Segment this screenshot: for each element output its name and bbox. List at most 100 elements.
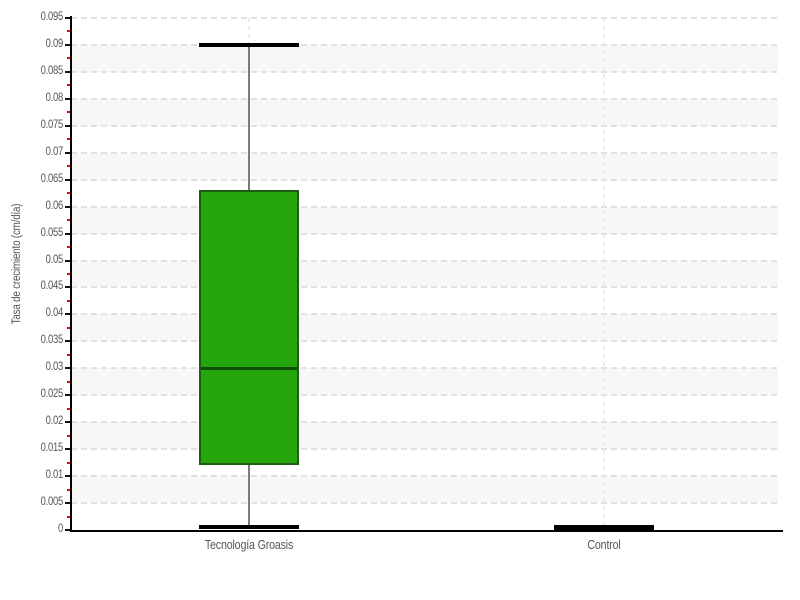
y-axis-tick-label: 0.035: [40, 334, 64, 347]
plot-band: [71, 98, 778, 126]
y-axis-tick-label: 0.07: [45, 145, 64, 158]
y-axis-major-tick: [65, 205, 70, 208]
y-axis-minor-tick: [67, 30, 70, 33]
y-axis-major-tick: [65, 124, 70, 127]
y-axis-major-tick: [65, 151, 70, 154]
y-axis-major-tick: [65, 421, 70, 424]
y-axis-tick-label: 0.05: [45, 253, 64, 266]
y-axis-tick-label: 0.085: [40, 64, 64, 77]
y-axis-major-tick: [65, 259, 70, 262]
y-axis-tick-label: 0.09: [45, 37, 64, 50]
gridline-horizontal: [71, 124, 778, 127]
whisker-cap-min: [554, 528, 655, 532]
box-iqr: [198, 190, 299, 466]
y-axis-minor-tick: [67, 84, 70, 87]
y-axis-tick-label: 0.06: [45, 199, 64, 212]
gridline-horizontal: [71, 340, 778, 343]
gridline-horizontal: [71, 43, 778, 46]
gridline-horizontal: [71, 421, 778, 424]
y-axis-tick-label: 0.015: [40, 442, 64, 455]
y-axis-major-tick: [65, 232, 70, 235]
y-axis-minor-tick: [67, 407, 70, 410]
gridline-horizontal: [71, 70, 778, 73]
y-axis-major-tick: [65, 43, 70, 46]
y-axis-minor-tick: [67, 515, 70, 518]
y-axis-minor-tick: [67, 488, 70, 491]
y-axis-major-tick: [65, 340, 70, 343]
y-axis-minor-tick: [67, 246, 70, 249]
y-axis-minor-tick: [67, 299, 70, 302]
y-axis-major-tick: [65, 97, 70, 100]
y-axis-major-tick: [65, 286, 70, 289]
y-axis-major-tick: [65, 394, 70, 397]
y-axis-minor-tick: [67, 138, 70, 141]
plot-band: [71, 206, 778, 234]
y-axis-tick-label: 0.04: [45, 307, 64, 320]
y-axis-tick-label: 0.005: [40, 496, 64, 509]
gridline-horizontal: [71, 178, 778, 181]
gridline-horizontal: [71, 259, 778, 262]
y-axis-tick-label: 0.025: [40, 388, 64, 401]
category-label: Control: [587, 537, 621, 552]
category-label: Tecnología Groasis: [204, 537, 293, 552]
gridline-horizontal: [71, 394, 778, 397]
y-axis-minor-tick: [67, 192, 70, 195]
whisker-cap-max: [198, 42, 299, 47]
y-axis-major-tick: [65, 178, 70, 181]
y-axis-line: [70, 16, 72, 532]
y-axis-minor-tick: [67, 273, 70, 275]
y-axis-tick-label: 0.03: [45, 361, 64, 374]
gridline-horizontal: [71, 205, 778, 208]
y-axis-tick-label: 0: [57, 523, 63, 535]
y-axis-tick-label: 0.095: [40, 11, 64, 23]
median-line: [200, 367, 297, 371]
y-axis-minor-tick: [67, 165, 70, 168]
plot-band: [71, 422, 778, 450]
y-axis-tick-label: 0.045: [40, 280, 64, 293]
plot-band: [71, 314, 778, 342]
gridline-horizontal: [71, 17, 778, 19]
plot-band: [71, 368, 778, 396]
gridline-horizontal: [71, 97, 778, 100]
whisker-cap-min: [198, 525, 299, 530]
y-axis-tick-label: 0.065: [40, 172, 64, 185]
y-axis-tick-label: 0.08: [45, 91, 64, 104]
gridline-horizontal: [71, 232, 778, 235]
y-axis-major-tick: [65, 475, 70, 478]
y-axis-minor-tick: [67, 461, 70, 464]
plot-band: [71, 152, 778, 180]
y-axis-minor-tick: [67, 219, 70, 222]
y-axis-minor-tick: [67, 380, 70, 383]
y-axis-major-tick: [65, 502, 70, 505]
plot-band: [71, 476, 778, 504]
plot-band: [71, 44, 778, 72]
y-axis-minor-tick: [67, 434, 70, 437]
y-axis-tick-label: 0.075: [40, 118, 64, 131]
x-axis-line: [70, 530, 783, 532]
y-axis-tick-label: 0.02: [45, 415, 64, 428]
y-axis-minor-tick: [67, 57, 70, 60]
y-axis-tick-label: 0.01: [45, 469, 64, 482]
y-axis-minor-tick: [67, 353, 70, 356]
y-axis-tick-label: 0.055: [40, 226, 64, 239]
y-axis-minor-tick: [67, 326, 70, 329]
y-axis-major-tick: [65, 70, 70, 73]
gridline-horizontal: [71, 151, 778, 154]
plot-band: [71, 260, 778, 288]
gridline-horizontal: [71, 502, 778, 505]
y-axis-minor-tick: [67, 111, 70, 114]
gridline-horizontal: [71, 367, 778, 370]
y-axis-major-tick: [65, 17, 70, 19]
gridline-horizontal: [71, 313, 778, 316]
y-axis-major-tick: [65, 313, 70, 316]
gridline-vertical: [603, 18, 606, 530]
y-axis-major-tick: [65, 529, 70, 531]
gridline-horizontal: [71, 475, 778, 478]
gridline-horizontal: [71, 448, 778, 451]
whisker-cap-max: [554, 525, 655, 530]
gridline-horizontal: [71, 286, 778, 289]
y-axis-major-tick: [65, 448, 70, 451]
y-axis-major-tick: [65, 367, 70, 370]
